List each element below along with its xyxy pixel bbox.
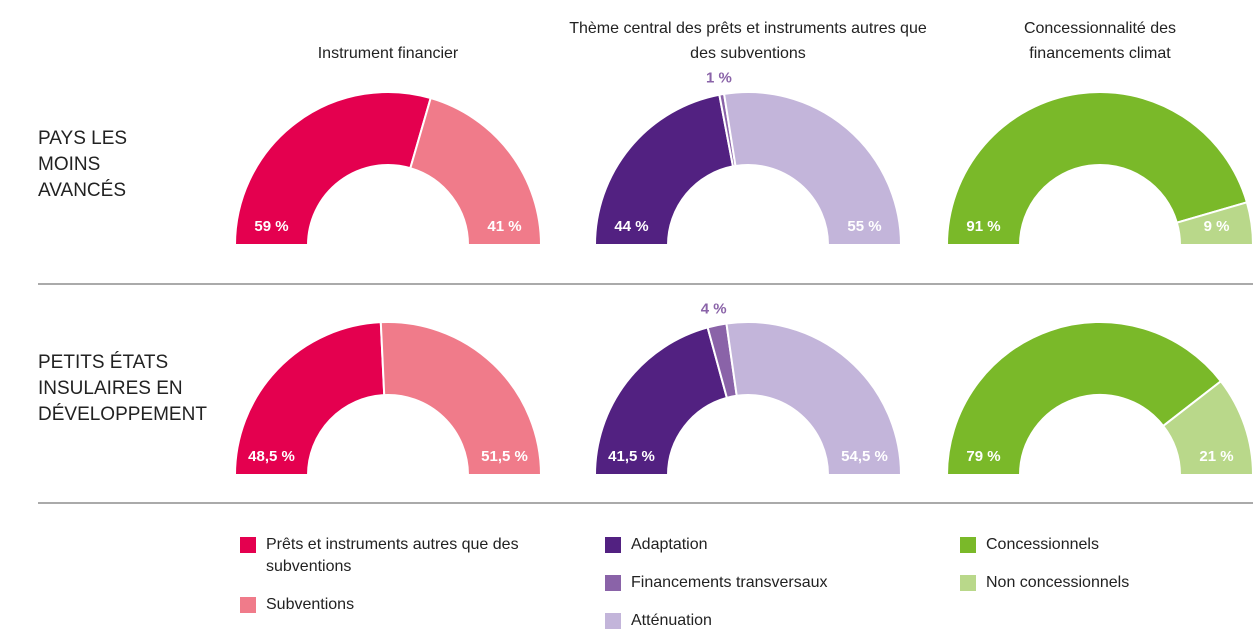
donut-segment [725,321,903,476]
donut-segment [233,321,386,476]
value-label: 59 % [254,218,288,235]
legend-item: Concessionnels [960,534,1253,556]
value-label: 9 % [1204,218,1230,235]
donut-segment [1175,201,1253,246]
row-label: PETITS ÉTATS INSULAIRES EN DÉVELOPPEMENT [38,352,207,425]
legend-label: Adaptation [631,536,708,553]
legend-swatch [605,537,621,553]
legend-label: Non concessionnels [986,574,1130,591]
legend-label: Financements transversaux [631,574,828,591]
donut-segment [233,91,432,246]
donut-segment [593,326,729,476]
legend-item: Atténuation [605,610,901,632]
donut-segment [379,321,543,476]
row-label: PAYS LES MOINS AVANCÉS [38,128,128,201]
value-label: 44 % [614,218,648,235]
legend-item: Adaptation [605,534,901,556]
value-label: 79 % [966,448,1000,465]
legend-swatch [605,613,621,629]
legend-label: Concessionnels [986,536,1099,553]
donut-segment [945,91,1249,246]
column-title: Concessionnalité des financements climat [1023,20,1177,62]
legend-item: Non concessionnels [960,572,1253,594]
donut-segment [722,91,903,246]
donut-segment [1161,379,1253,476]
legend-swatch [960,537,976,553]
column-title: Instrument financier [317,45,459,62]
legend-swatch [605,575,621,591]
value-label: 54,5 % [841,448,888,465]
value-label: 4 % [701,300,727,317]
value-label: 41,5 % [608,448,655,465]
value-label: 55 % [847,218,881,235]
legend-item: Financements transversaux [605,572,901,594]
legend-swatch [960,575,976,591]
value-label: 48,5 % [248,448,295,465]
donut-segment [593,93,735,246]
legend-label: Subventions [266,596,355,613]
legend-item: Prêts et instruments autres que des subv… [240,534,536,578]
legend-swatch [240,537,256,553]
donut-segment [945,321,1223,476]
value-label: 21 % [1199,448,1233,465]
column-title: Thème central des prêts et instruments a… [569,20,927,62]
legend-swatch [240,597,256,613]
legend-label: Prêts et instruments autres que des subv… [266,536,519,575]
value-label: 51,5 % [481,448,528,465]
legend-label: Atténuation [631,612,712,629]
legend-item: Subventions [240,594,536,616]
value-label: 41 % [487,218,521,235]
value-label: 1 % [706,69,732,86]
value-label: 91 % [966,218,1000,235]
donut-segment [409,96,543,246]
